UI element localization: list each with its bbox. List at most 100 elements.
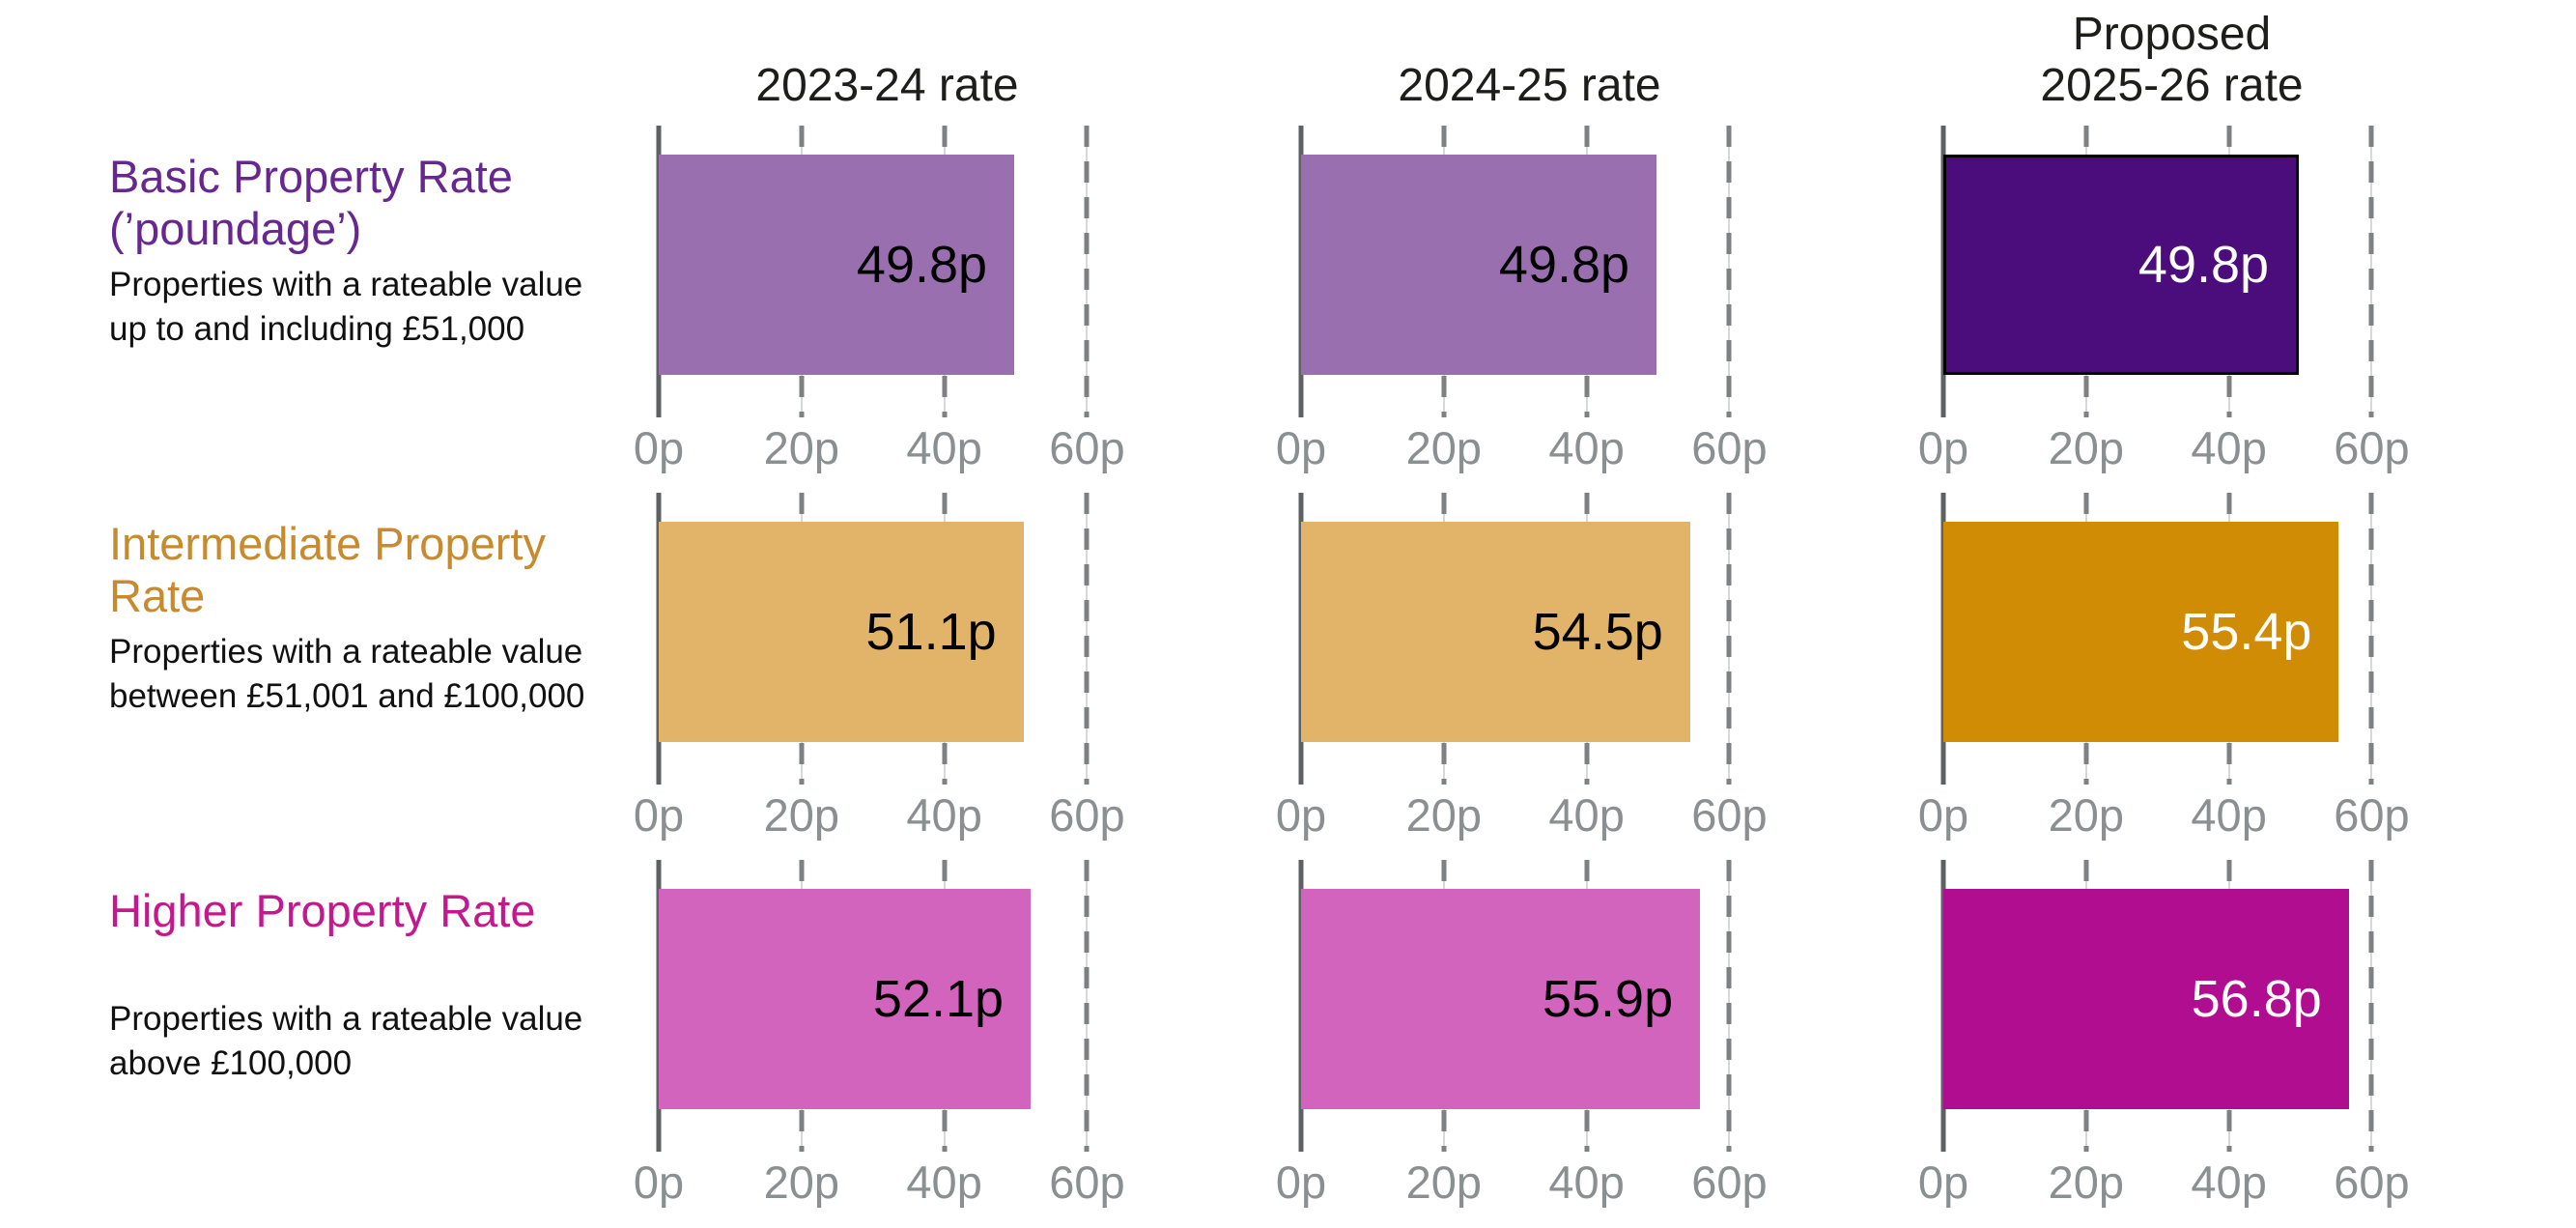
bar-value-label: 54.5p [1532, 603, 1663, 661]
row-label-basic: Basic Property Rate (’poundage’) Propert… [0, 126, 659, 493]
tick-label-20p: 20p [2048, 789, 2125, 841]
gridline-60p [1086, 493, 1089, 785]
tick-label-0p: 0p [633, 1157, 685, 1208]
tick-label-60p: 60p [1049, 789, 1125, 841]
gap [1758, 860, 1943, 1227]
axis-labels: 0p 20p 40p 60p [634, 785, 1125, 860]
tick-label-40p: 40p [906, 422, 982, 473]
tick-label-60p: 60p [1691, 1157, 1768, 1208]
row-heading-higher: Higher Property Rate [109, 885, 536, 936]
tick-label-0p: 0p [1275, 1157, 1327, 1208]
gridline-60p [2370, 126, 2373, 417]
gap [1758, 493, 1943, 860]
bar-value-label: 55.4p [2181, 603, 2312, 661]
tick-label-20p: 20p [2048, 1157, 2125, 1208]
gridline-60p [1728, 860, 1731, 1152]
axis-labels: 0p 20p 40p 60p [1276, 417, 1768, 493]
bar-value-label: 49.8p [2137, 236, 2270, 294]
gridline-60p [2370, 493, 2373, 785]
chart-intermediate-2024-25: 54.5p 0p 20p 40p 60p [1276, 493, 1768, 860]
plot-area: 52.1p [656, 860, 1116, 1152]
axis-labels: 0p 20p 40p 60p [1918, 785, 2410, 860]
axis-labels: 0p 20p 40p 60p [1276, 785, 1768, 860]
plot-area: 55.4p [1940, 493, 2400, 785]
bar: 51.1p [659, 522, 1024, 742]
tick-label-60p: 60p [1691, 422, 1768, 473]
bar-value-label: 49.8p [856, 236, 988, 294]
bar: 55.9p [1301, 889, 1701, 1109]
header-gap-1 [1116, 0, 1301, 126]
axis-labels: 0p 20p 40p 60p [1918, 417, 2410, 493]
bar: 52.1p [659, 889, 1032, 1109]
tick-label-0p: 0p [1275, 422, 1327, 473]
bar-value-label: 56.8p [2191, 970, 2322, 1028]
chart-basic-2024-25: 49.8p 0p 20p 40p 60p [1276, 126, 1768, 493]
gridline-60p [2370, 860, 2373, 1152]
header-gap-2 [1758, 0, 1943, 126]
plot-area: 49.8p [656, 126, 1116, 417]
row-label-intermediate: Intermediate Property Rate Properties wi… [0, 493, 659, 860]
tick-label-40p: 40p [906, 1157, 982, 1208]
chart-intermediate-2023-24: 51.1p 0p 20p 40p 60p [634, 493, 1125, 860]
chart-higher-2024-25: 55.9p 0p 20p 40p 60p [1276, 860, 1768, 1227]
tick-label-0p: 0p [633, 789, 685, 841]
plot-area: 54.5p [1298, 493, 1758, 785]
tick-label-40p: 40p [906, 789, 982, 841]
row-heading-intermediate: Intermediate Property Rate [109, 518, 546, 622]
bar: 49.8p [1301, 155, 1657, 375]
gridline-60p [1086, 126, 1089, 417]
gap [1116, 126, 1301, 493]
bar: 49.8p [659, 155, 1015, 375]
column-header-2024-25: 2024-25 rate [1398, 60, 1661, 112]
tick-label-0p: 0p [1917, 789, 1969, 841]
tick-label-40p: 40p [1548, 422, 1625, 473]
axis-labels: 0p 20p 40p 60p [1276, 1152, 1768, 1227]
chart-higher-2023-24: 52.1p 0p 20p 40p 60p [634, 860, 1125, 1227]
bar: 56.8p [1943, 889, 2349, 1109]
bar-value-label: 52.1p [872, 970, 1005, 1028]
gridline-60p [1728, 493, 1731, 785]
plot-area: 55.9p [1298, 860, 1758, 1152]
tick-label-0p: 0p [633, 422, 685, 473]
column-header-2023-24: 2023-24 rate [755, 60, 1019, 112]
tick-label-20p: 20p [2048, 422, 2125, 473]
bar: 55.4p [1943, 522, 2339, 742]
tick-label-60p: 60p [2334, 1157, 2410, 1208]
tick-label-40p: 40p [2191, 1157, 2267, 1208]
tick-label-60p: 60p [1049, 1157, 1125, 1208]
plot-area: 49.8p [1298, 126, 1758, 417]
tick-label-20p: 20p [1405, 422, 1483, 473]
tick-label-60p: 60p [2334, 789, 2410, 841]
gap [1758, 126, 1943, 493]
chart-basic-2023-24: 49.8p 0p 20p 40p 60p [634, 126, 1125, 493]
tick-label-60p: 60p [1049, 422, 1125, 473]
axis-labels: 0p 20p 40p 60p [1918, 1152, 2410, 1227]
tick-label-40p: 40p [1548, 1157, 1625, 1208]
bar: 54.5p [1301, 522, 1690, 742]
gap [1116, 860, 1301, 1227]
header-spacer [0, 0, 659, 126]
chart-higher-proposed-2025-26: 56.8p 0p 20p 40p 60p [1918, 860, 2410, 1227]
tick-label-20p: 20p [763, 422, 840, 473]
bar-value-label: 51.1p [865, 603, 997, 661]
tick-label-20p: 20p [763, 789, 840, 841]
tick-label-40p: 40p [2191, 422, 2267, 473]
row-description-basic: Properties with a rateable value up to a… [109, 266, 583, 349]
row-heading-basic: Basic Property Rate (’poundage’) [109, 151, 513, 255]
plot-area: 49.8p [1940, 126, 2400, 417]
plot-area: 56.8p [1940, 860, 2400, 1152]
bar: 49.8p [1943, 155, 2300, 375]
column-header-proposed-2025-26: Proposed 2025-26 rate [2040, 8, 2304, 112]
plot-area: 51.1p [656, 493, 1116, 785]
tick-label-20p: 20p [1405, 1157, 1483, 1208]
bar-value-label: 55.9p [1542, 970, 1674, 1028]
axis-labels: 0p 20p 40p 60p [634, 1152, 1125, 1227]
row-description-intermediate: Properties with a rateable value between… [109, 633, 585, 716]
tick-label-40p: 40p [1548, 789, 1625, 841]
tick-label-20p: 20p [1405, 789, 1483, 841]
tick-label-60p: 60p [2334, 422, 2410, 473]
chart-intermediate-proposed-2025-26: 55.4p 0p 20p 40p 60p [1918, 493, 2410, 860]
gridline-60p [1086, 860, 1089, 1152]
